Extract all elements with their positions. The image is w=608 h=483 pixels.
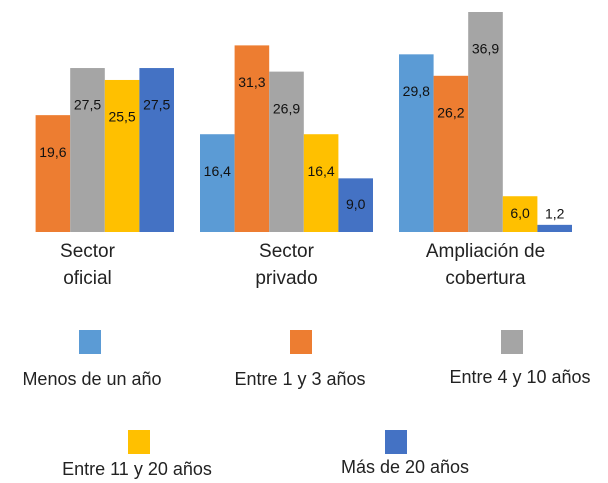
x-tick-label: Sector oficial (60, 241, 115, 289)
value-label: 19,6 (39, 144, 66, 160)
legend-swatch (385, 430, 407, 454)
value-label: 16,4 (204, 163, 231, 179)
bar (537, 224, 572, 232)
bar (139, 68, 174, 232)
bar (502, 196, 538, 232)
bar (399, 54, 434, 232)
legend-label: Menos de un año (22, 369, 162, 389)
x-tick-label: Ampliación de cobertura (425, 241, 546, 289)
legend-label: Entre 11 y 20 años (62, 459, 212, 479)
legend-label: Entre 1 y 3 años (234, 369, 366, 389)
legend-swatch (128, 430, 150, 454)
bar (70, 68, 105, 232)
value-label: 26,2 (437, 104, 464, 120)
legend-swatch (290, 330, 312, 354)
bar (269, 71, 304, 232)
bar (200, 134, 235, 232)
x-tick-label: Sector privado (255, 241, 318, 289)
value-label: 16,4 (307, 163, 334, 179)
value-label: 6,0 (510, 205, 530, 221)
value-label: 27,5 (143, 97, 170, 113)
value-label: 26,9 (273, 100, 300, 116)
value-label: 36,9 (472, 41, 499, 57)
value-label: 25,5 (108, 109, 135, 125)
bar (303, 134, 339, 232)
value-label: 29,8 (403, 83, 430, 99)
legend-swatch (501, 330, 523, 354)
legend-swatch (79, 330, 101, 354)
bar (104, 79, 140, 233)
value-label: 27,5 (74, 97, 101, 113)
legend-label: Entre 4 y 10 años (449, 367, 591, 387)
value-label: 1,2 (545, 206, 565, 222)
value-label: 9,0 (346, 196, 366, 212)
value-label: 31,3 (238, 74, 265, 90)
legend-label: Más de 20 años (340, 457, 470, 477)
bar (338, 178, 373, 232)
bar (234, 45, 270, 232)
bar (468, 12, 503, 232)
bar (35, 115, 71, 232)
bar (433, 75, 469, 232)
